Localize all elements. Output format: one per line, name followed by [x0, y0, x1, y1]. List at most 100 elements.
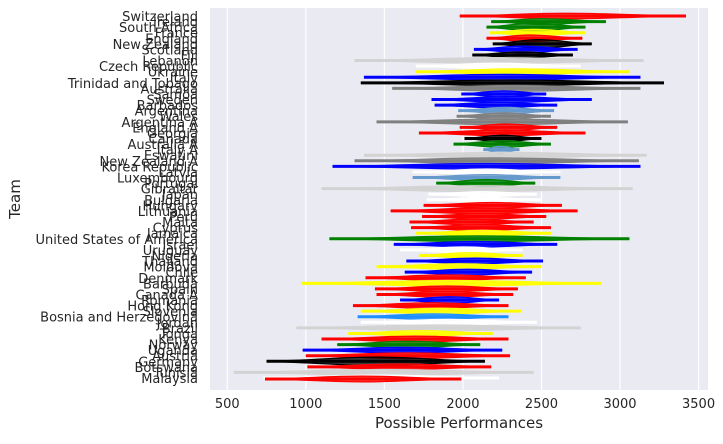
y-tick-label: Barbuda [143, 277, 198, 292]
x-axis-label: Possible Performances [375, 414, 543, 432]
violin-tunisia [233, 368, 534, 376]
y-tick-label: Australia A [127, 138, 198, 153]
y-tick-label: Slovenia [143, 305, 198, 320]
violin-jordan [360, 318, 537, 326]
y-tick-label: Bulgaria [144, 194, 198, 209]
y-tick-label: Thailand [141, 255, 198, 270]
y-tick-label: Uruguay [143, 244, 199, 259]
y-tick-label: Peru [169, 210, 198, 225]
violin-kenya [321, 335, 509, 343]
y-tick-label: Korea Republic [101, 160, 198, 175]
violin-georgia [418, 129, 586, 137]
violin-marks [233, 12, 687, 383]
y-tick-label: Latvia [158, 166, 198, 181]
y-tick-label: Hungary [142, 199, 198, 214]
y-tick-label: Barbados [137, 99, 199, 114]
violin-czech-republic [415, 62, 581, 70]
violin-latvia [412, 168, 561, 176]
violin-brazil [296, 324, 581, 332]
violin-italy [363, 73, 641, 81]
violin-argentina-a [376, 118, 628, 126]
y-tick-label: Brazil [162, 322, 198, 337]
violin-australia-a [453, 140, 551, 149]
violin-australia [392, 84, 641, 92]
violin-malta [409, 218, 534, 226]
y-tick-label: Georgia [147, 127, 198, 142]
violin-luxembourg [412, 174, 561, 182]
y-tick-label: Italy A [157, 144, 198, 159]
y-tick-label: Wales [160, 110, 199, 125]
x-tick-label: 3000 [603, 397, 636, 412]
x-tick-label: 2500 [525, 397, 558, 412]
y-tick-label: Ireland [153, 16, 198, 31]
violin-chile [404, 268, 533, 276]
violin-canada-a [376, 290, 514, 298]
y-tick-label: Gibraltar [141, 183, 199, 198]
y-tick-label: Sweden [147, 94, 198, 109]
violin-bosnia-and-herzegovina [357, 313, 509, 321]
violin-uruguay [400, 246, 523, 254]
x-tick-label: 2000 [446, 397, 479, 412]
y-tick-label: Germany [138, 355, 198, 370]
y-tick-label: Jordan [156, 316, 198, 331]
violin-scotland [473, 45, 578, 54]
violin-spain [374, 285, 518, 293]
y-tick-label: Scotland [141, 43, 198, 58]
y-tick-label: Chile [165, 266, 198, 281]
violin-nigeria [418, 251, 523, 259]
y-tick-label: Ukraine [148, 66, 198, 81]
y-axis-label: Team [6, 179, 24, 220]
y-tick-label: Denmark [138, 272, 198, 287]
x-tick-labels: 500 1000 1500 2000 2500 3000 3500 [215, 397, 715, 412]
violin-bottom-extra [264, 375, 462, 383]
y-tick-label: United States of America [36, 233, 198, 248]
y-tick-label: Spain [162, 283, 198, 298]
y-tick-label: Moldova [143, 261, 198, 276]
y-tick-label: Eswatini [144, 149, 198, 164]
violin-united-states-of-america [329, 235, 630, 243]
y-tick-label: Austria [152, 350, 198, 365]
y-tick-label: Trinidad and Tobago [67, 77, 198, 92]
y-tick-label: Lithuania [138, 205, 198, 220]
violin-japan [428, 190, 537, 198]
y-tick-label: Canada A [136, 288, 199, 303]
y-tick-label: Bosnia and Herzegovina [40, 311, 198, 326]
y-tick-label: Romania [141, 294, 198, 309]
x-tick-label: 1000 [289, 397, 322, 412]
x-tick-label: 1500 [368, 397, 401, 412]
violin-korea-republic [332, 162, 641, 170]
y-tick-label: Norway [149, 339, 199, 354]
violin-cyprus [411, 224, 551, 232]
y-tick-label: Argentina [135, 105, 198, 120]
violin-lebanon [354, 57, 644, 65]
y-tick-label: Hong Kong [127, 300, 198, 315]
violin-tonga [348, 329, 493, 337]
y-tick-label: Malta [162, 216, 198, 231]
y-tick-label: South Africa [119, 21, 198, 36]
y-tick-label: Uganda [148, 344, 198, 359]
y-tick-label: New Zealand [113, 38, 198, 53]
y-tick-label: Lebanon [142, 55, 198, 70]
violin-south-africa [486, 22, 586, 32]
y-tick-label: Fiji [181, 49, 198, 64]
y-tick-label: Tonga [159, 327, 198, 342]
y-tick-label: Canada [149, 133, 198, 148]
y-tick-label: England [145, 32, 198, 47]
y-tick-label: Nigeria [151, 249, 198, 264]
y-tick-label: Kenya [158, 333, 198, 348]
y-tick-label: France [155, 27, 198, 42]
y-tick-label: Jamaica [146, 227, 198, 242]
y-tick-label: Argentina A [122, 116, 199, 131]
y-tick-label: Switzerland [122, 10, 198, 25]
y-tick-label: Italy [170, 71, 199, 86]
violin-germany [266, 356, 485, 367]
violin-hong-kong [352, 302, 509, 310]
violin-trinidad-and-tobago [360, 79, 665, 87]
violin-gibraltar [321, 185, 633, 193]
violin-bulgaria [426, 196, 542, 203]
violin-wales [456, 112, 551, 121]
violin-barbados [434, 101, 558, 109]
y-tick-label: Cyprus [153, 222, 199, 237]
